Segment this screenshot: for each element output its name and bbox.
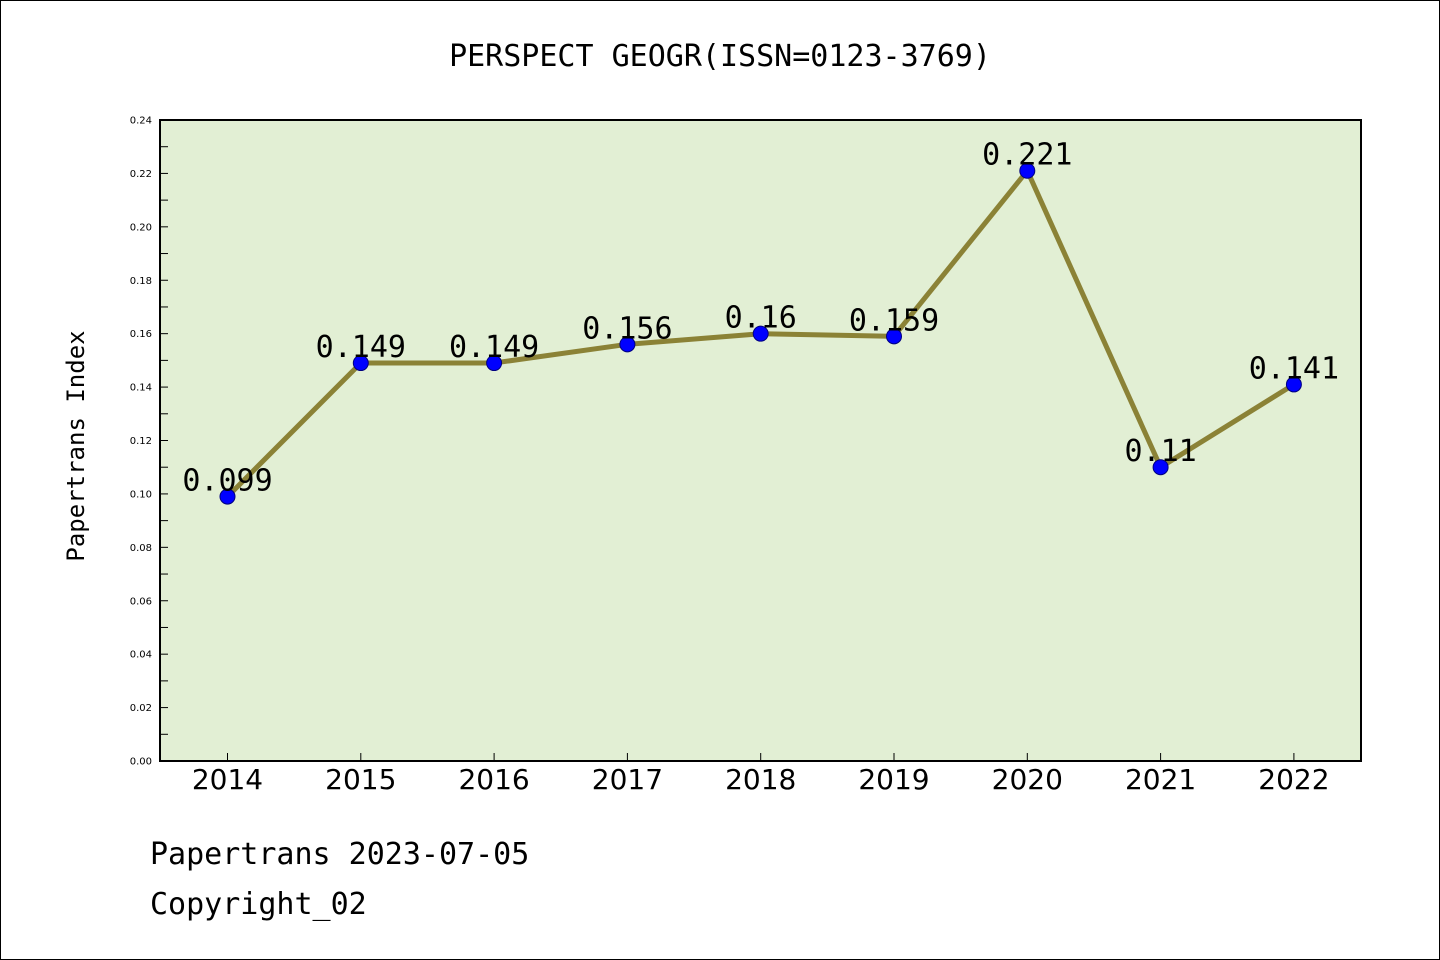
x-tick-label: 2017: [592, 763, 663, 796]
data-point: [486, 355, 503, 372]
y-tick-label: 0.24: [130, 116, 152, 127]
data-label: 0.156: [582, 311, 672, 346]
data-point: [886, 328, 902, 345]
y-tick-label: 0.18: [130, 276, 152, 287]
x-tick-label: 2015: [325, 763, 396, 796]
y-tick-label: 0.10: [130, 489, 152, 500]
x-tick-label: 2014: [192, 763, 263, 796]
data-labels: 0.099 0.149 0.149 0.156 0.16 0.159 0.221 0.11 0.…: [182, 138, 1339, 499]
x-axis: 2014 2015 2016 2017 2018 2019 2020 2021 2022: [192, 753, 1330, 796]
y-axis-label: Papertrans Index: [62, 330, 90, 561]
data-label: 0.159: [849, 303, 939, 338]
chart-title: PERSPECT GEOGR(ISSN=0123-3769): [449, 39, 991, 74]
y-axis: 0.00 0.02 0.04 0.06 0.08 0.10 0.12 0.14 0.16 0.18…: [130, 116, 168, 768]
data-point: [752, 325, 769, 342]
x-tick-label: 2016: [458, 763, 529, 796]
plot-area: [159, 119, 1362, 762]
y-tick-label: 0.04: [130, 650, 152, 661]
y-tick-label: 0.20: [130, 222, 152, 233]
data-point: [219, 488, 236, 505]
y-tick-label: 0.02: [130, 703, 152, 714]
data-label: 0.11: [1124, 434, 1196, 469]
series-papertrans-index: [219, 162, 1302, 505]
x-tick-label: 2021: [1125, 763, 1196, 796]
y-tick-label: 0.12: [130, 436, 152, 447]
data-point: [1019, 162, 1036, 179]
x-tick-label: 2022: [1258, 763, 1329, 796]
data-label: 0.221: [982, 138, 1072, 173]
data-label: 0.16: [725, 301, 797, 336]
footer-date: Papertrans 2023-07-05: [150, 837, 529, 872]
y-tick-label: 0.16: [130, 329, 152, 340]
y-tick-label: 0.22: [130, 169, 152, 180]
y-tick-label: 0.14: [130, 383, 152, 394]
x-tick-label: 2019: [858, 763, 929, 796]
y-tick-label: 0.08: [130, 543, 152, 554]
data-label: 0.149: [316, 330, 406, 365]
data-point: [1152, 459, 1169, 476]
data-label: 0.099: [182, 464, 272, 499]
data-point: [1285, 376, 1302, 393]
y-tick-label: 0.06: [130, 596, 152, 607]
data-point: [619, 336, 636, 353]
y-tick-label: 0.00: [130, 757, 152, 768]
data-point: [352, 355, 369, 372]
footer-copyright: Copyright_02: [150, 887, 367, 922]
data-label: 0.141: [1249, 351, 1339, 386]
data-label: 0.149: [449, 330, 539, 365]
x-tick-label: 2018: [725, 763, 796, 796]
x-tick-label: 2020: [992, 763, 1063, 796]
